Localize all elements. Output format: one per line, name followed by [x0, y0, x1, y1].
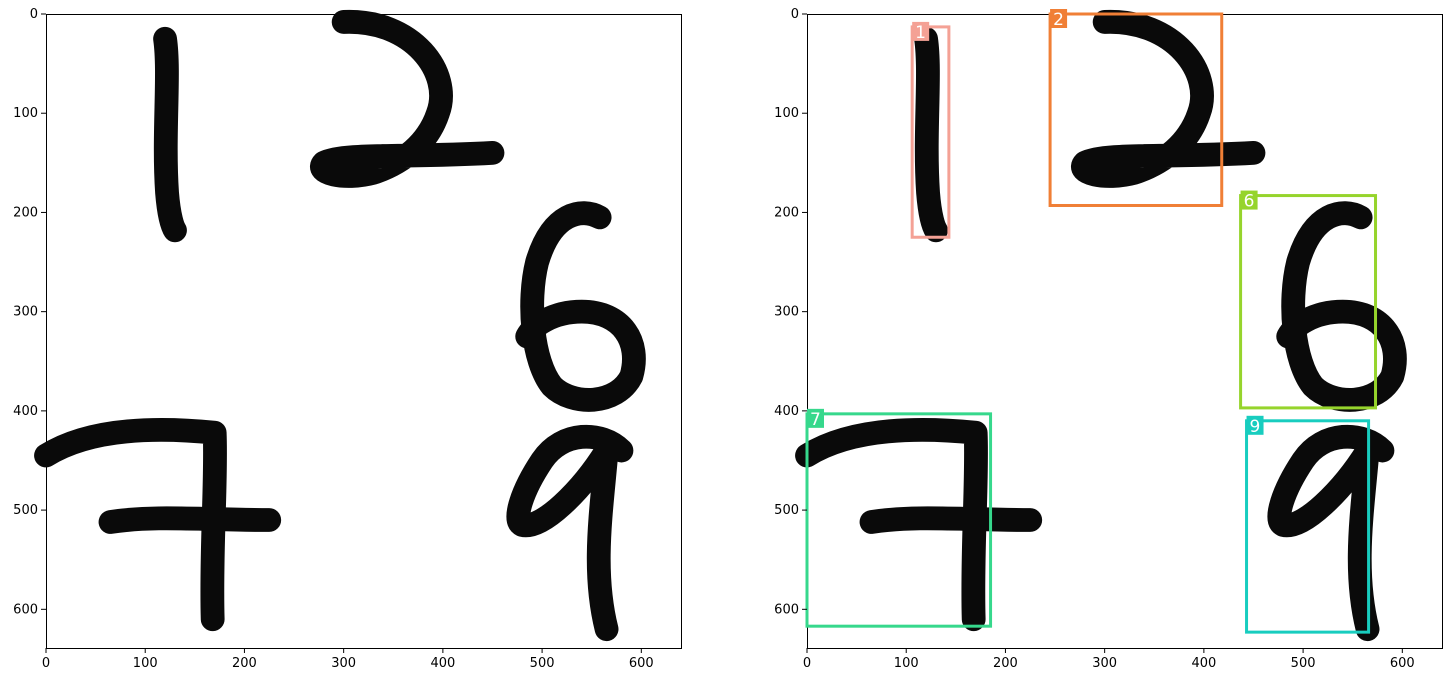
handwritten-digit-6 — [1276, 201, 1407, 412]
handwritten-digit-7 — [34, 417, 227, 632]
handwritten-digit-1 — [153, 26, 187, 243]
bounding-box-1 — [910, 25, 951, 239]
handwritten-digit-1 — [914, 26, 948, 243]
bounding-box-9 — [1245, 419, 1371, 634]
y-tick-label: 600 — [774, 602, 799, 617]
axis-ticks: 0 100 200 300 400 500 600 0 100 200 300 400 500 600 — [774, 7, 1415, 671]
y-tick-label: 200 — [774, 205, 799, 220]
x-tick-label: 300 — [331, 656, 356, 671]
y-tick-label: 100 — [774, 106, 799, 121]
detections-image-panel: 1 2 6 7 9 0 100 200 300 400 500 600 0 100 200 300 400 500… — [774, 7, 1443, 671]
x-tick-label: 0 — [803, 656, 811, 671]
image-frame — [46, 14, 682, 649]
handwritten-digit-7 — [859, 506, 1043, 534]
y-tick-label: 200 — [13, 205, 38, 220]
handwritten-digit-9 — [506, 424, 634, 642]
handwritten-digit-7 — [795, 417, 988, 632]
handwritten-digit-7 — [98, 506, 282, 534]
y-tick-label: 600 — [13, 602, 38, 617]
y-tick-label: 300 — [774, 305, 799, 320]
handwritten-digit-9 — [1267, 424, 1395, 642]
bounding-box-2 — [1048, 12, 1224, 207]
digit-image — [34, 10, 646, 642]
original-image-panel: 0 100 200 300 400 500 600 0 100 200 300 400 500 600 — [13, 7, 682, 671]
y-tick-label: 500 — [13, 503, 38, 518]
handwritten-digit-2 — [310, 10, 505, 188]
x-tick-label: 400 — [430, 656, 455, 671]
x-tick-label: 600 — [629, 656, 654, 671]
box-label-7: 7 — [810, 410, 821, 430]
box-label-9: 9 — [1250, 417, 1261, 437]
box-label-6: 6 — [1244, 192, 1255, 212]
box-label-background — [1240, 190, 1258, 210]
x-tick-label: 600 — [1390, 656, 1415, 671]
y-tick-label: 300 — [13, 305, 38, 320]
x-tick-label: 0 — [42, 656, 50, 671]
detections-image-axes: 1 2 6 7 9 0 100 200 300 400 500 600 0 100 200 300 400 500… — [774, 7, 1443, 671]
x-tick-label: 100 — [133, 656, 158, 671]
box-label-background — [1050, 9, 1068, 28]
x-tick-label: 400 — [1191, 656, 1216, 671]
handwritten-digit-6 — [515, 201, 646, 412]
x-tick-label: 100 — [894, 656, 919, 671]
box-label-background — [807, 408, 824, 428]
image-frame — [807, 14, 1443, 649]
y-tick-label: 0 — [791, 7, 799, 22]
x-tick-label: 500 — [530, 656, 555, 671]
y-tick-label: 100 — [13, 106, 38, 121]
handwritten-digit-2 — [1071, 10, 1266, 188]
original-image-axes: 0 100 200 300 400 500 600 0 100 200 300 400 500 600 — [13, 7, 682, 671]
y-tick-label: 400 — [774, 404, 799, 419]
box-label-1: 1 — [915, 23, 926, 43]
axis-ticks: 0 100 200 300 400 500 600 0 100 200 300 400 500 600 — [13, 7, 654, 671]
y-tick-label: 400 — [13, 404, 38, 419]
box-label-2: 2 — [1053, 10, 1064, 30]
bounding-box-7 — [805, 412, 993, 628]
x-tick-label: 200 — [993, 656, 1018, 671]
bounding-box-6 — [1239, 194, 1378, 410]
y-tick-label: 500 — [774, 503, 799, 518]
x-tick-label: 200 — [232, 656, 257, 671]
box-label-background — [1246, 415, 1264, 435]
digit-image — [795, 10, 1407, 642]
y-tick-label: 0 — [30, 7, 38, 22]
x-tick-label: 500 — [1291, 656, 1316, 671]
box-label-background — [912, 21, 930, 41]
x-tick-label: 300 — [1092, 656, 1117, 671]
